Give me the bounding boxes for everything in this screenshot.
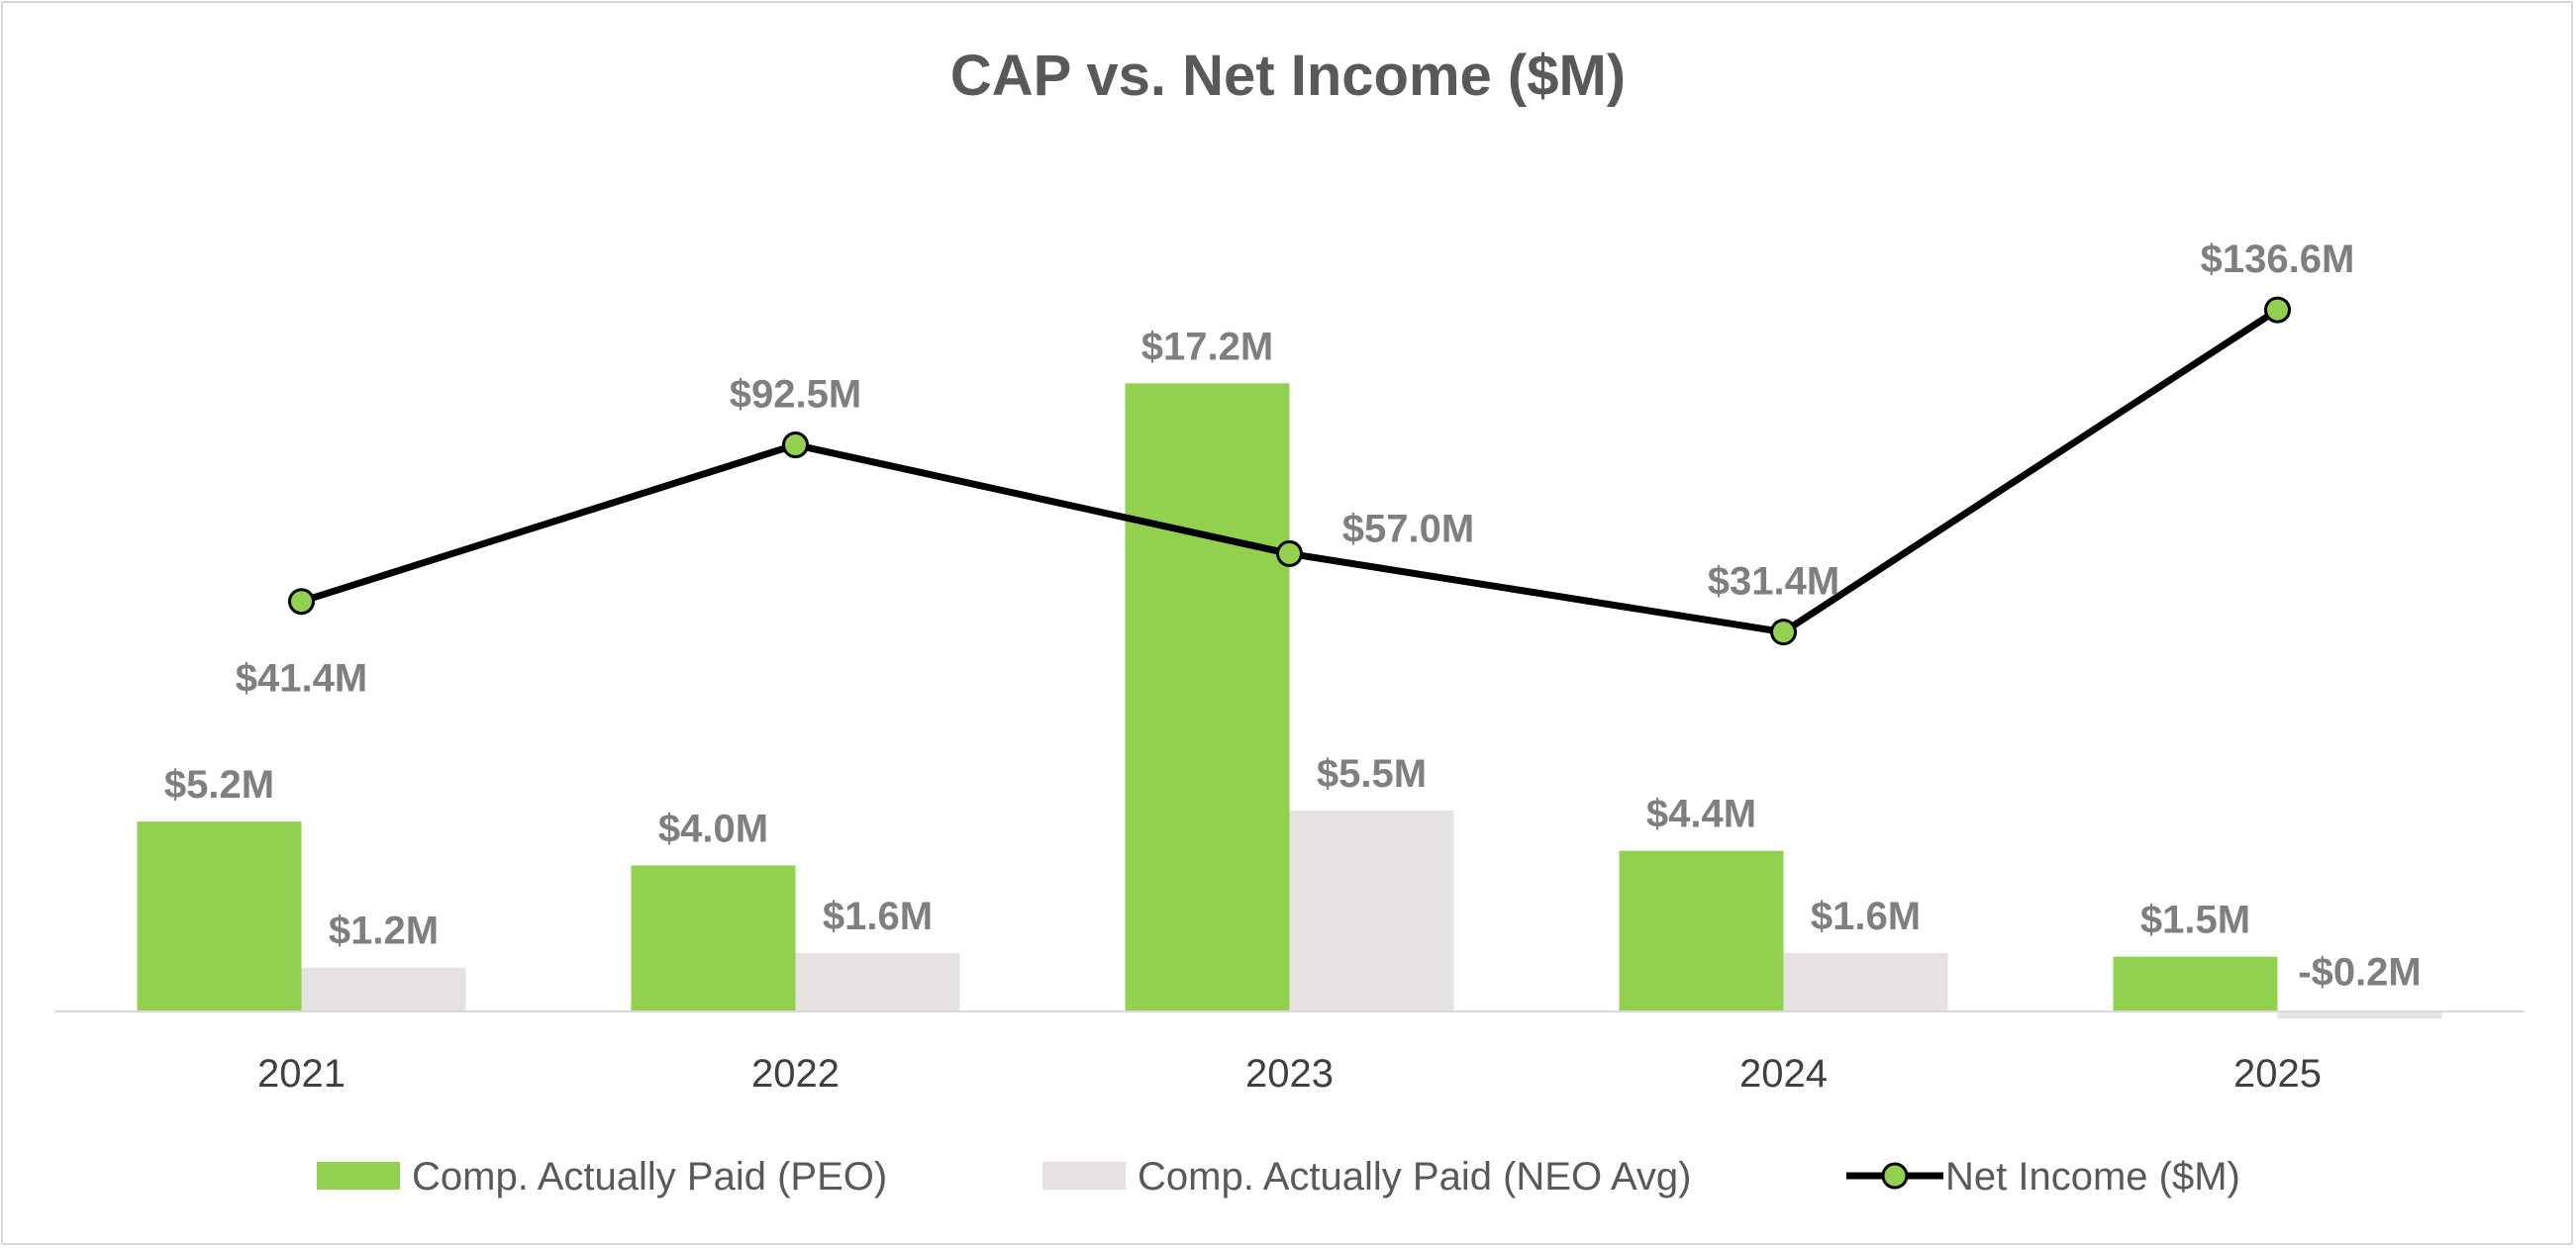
bar-peo-2021 — [137, 821, 302, 1011]
net-income-marker-2023 — [1276, 539, 1303, 567]
net-income-label-2025: $136.6M — [2201, 238, 2355, 281]
data-labels-layer: $5.2M $1.2M $4.0M $1.6M $17.2M $5.5M $4.4M $1.6… — [164, 238, 2422, 994]
x-tick-label-2023: 2023 — [1245, 1052, 1334, 1096]
legend-label-net-income: Net Income ($M) — [1945, 1155, 2240, 1199]
bar-label-peo-2022: $4.0M — [658, 807, 768, 850]
x-tick-label-2022: 2022 — [751, 1052, 840, 1096]
bar-label-neo-avg-2024: $1.6M — [1811, 895, 1921, 938]
bar-label-peo-2023: $17.2M — [1141, 325, 1273, 368]
bar-label-peo-2024: $4.4M — [1646, 793, 1756, 836]
net-income-label-2022: $92.5M — [730, 373, 861, 417]
bar-neo-avg-2023 — [1289, 811, 1454, 1011]
bar-label-neo-avg-2025: -$0.2M — [2298, 950, 2422, 994]
bar-label-peo-2025: $1.5M — [2140, 899, 2250, 942]
bar-label-neo-avg-2021: $1.2M — [329, 910, 439, 953]
bar-label-neo-avg-2023: $5.5M — [1317, 752, 1427, 796]
bar-peo-2023 — [1125, 383, 1290, 1011]
legend-label-peo: Comp. Actually Paid (PEO) — [412, 1155, 887, 1199]
net-income-marker-2024 — [1770, 619, 1797, 646]
bar-neo-avg-2022 — [795, 952, 960, 1011]
net-income-label-2023: $57.0M — [1342, 507, 1474, 550]
bar-label-neo-avg-2022: $1.6M — [823, 895, 933, 938]
chart-title: CAP vs. Net Income ($M) — [950, 44, 1626, 108]
line-layer — [288, 296, 2291, 646]
bar-label-peo-2021: $5.2M — [164, 763, 274, 807]
legend: Comp. Actually Paid (PEO) Comp. Actually … — [317, 1155, 2240, 1199]
x-axis: 2021 2022 2023 2024 2025 — [54, 1010, 2525, 1096]
bar-neo-avg-2024 — [1783, 952, 1948, 1011]
x-tick-label-2024: 2024 — [1739, 1052, 1828, 1096]
bars-layer — [137, 383, 2442, 1019]
net-income-marker-2021 — [288, 588, 315, 616]
bar-peo-2025 — [2113, 956, 2278, 1011]
net-income-marker-2025 — [2264, 296, 2291, 324]
bar-peo-2024 — [1619, 850, 1784, 1011]
legend-swatch-marker-net-income — [1881, 1162, 1909, 1190]
bar-peo-2022 — [631, 865, 796, 1011]
legend-swatch-neo-avg — [1042, 1162, 1126, 1190]
bar-neo-avg-2025 — [2277, 1011, 2442, 1019]
net-income-label-2024: $31.4M — [1708, 560, 1839, 604]
x-tick-label-2025: 2025 — [2233, 1052, 2322, 1096]
bar-neo-avg-2021 — [301, 967, 466, 1011]
legend-label-neo-avg: Comp. Actually Paid (NEO Avg) — [1138, 1155, 1692, 1199]
x-tick-label-2021: 2021 — [257, 1052, 346, 1096]
legend-swatch-peo — [317, 1162, 400, 1190]
net-income-label-2021: $41.4M — [236, 657, 367, 701]
net-income-marker-2022 — [782, 432, 809, 459]
